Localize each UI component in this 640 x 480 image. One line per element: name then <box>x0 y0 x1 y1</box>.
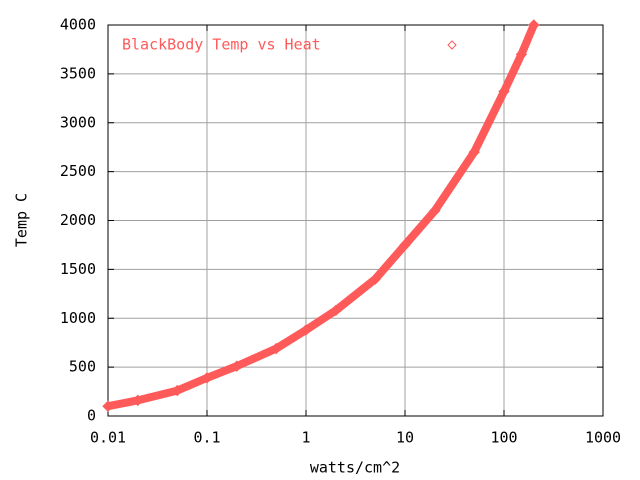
x-axis-label: watts/cm^2 <box>310 459 400 477</box>
x-tick-label: 100 <box>490 429 517 447</box>
point <box>399 239 411 251</box>
y-tick-label: 3500 <box>60 64 96 82</box>
plot-frame <box>107 24 604 417</box>
x-tick-label: 1 <box>301 429 310 447</box>
point <box>171 384 183 397</box>
point <box>515 48 528 61</box>
y-tick-label: 4000 <box>60 16 96 34</box>
y-tick-label: 1000 <box>60 309 96 327</box>
legend-marker <box>447 40 457 50</box>
point <box>300 324 312 336</box>
point <box>231 360 243 372</box>
point <box>498 85 510 98</box>
x-tick-label: 10 <box>396 429 414 447</box>
point <box>429 205 441 217</box>
y-tick-label: 1500 <box>60 260 96 278</box>
point <box>201 372 213 384</box>
legend-label: BlackBody Temp vs Heat <box>122 36 321 54</box>
point <box>528 19 540 31</box>
y-axis-label: Temp C <box>13 193 31 247</box>
y-tick-label: 500 <box>69 358 96 376</box>
point <box>102 400 114 412</box>
y-tick-label: 2500 <box>60 162 96 180</box>
point <box>132 394 144 407</box>
point <box>270 342 282 355</box>
point <box>330 304 342 317</box>
point <box>468 146 480 158</box>
x-tick-label: 1000 <box>585 429 621 447</box>
y-tick-label: 3000 <box>60 113 96 131</box>
point <box>369 273 381 285</box>
y-tick-label: 0 <box>87 407 96 425</box>
y-tick-label: 2000 <box>60 211 96 229</box>
x-tick-label: 0.01 <box>90 429 126 447</box>
x-tick-label: 0.1 <box>193 429 220 447</box>
